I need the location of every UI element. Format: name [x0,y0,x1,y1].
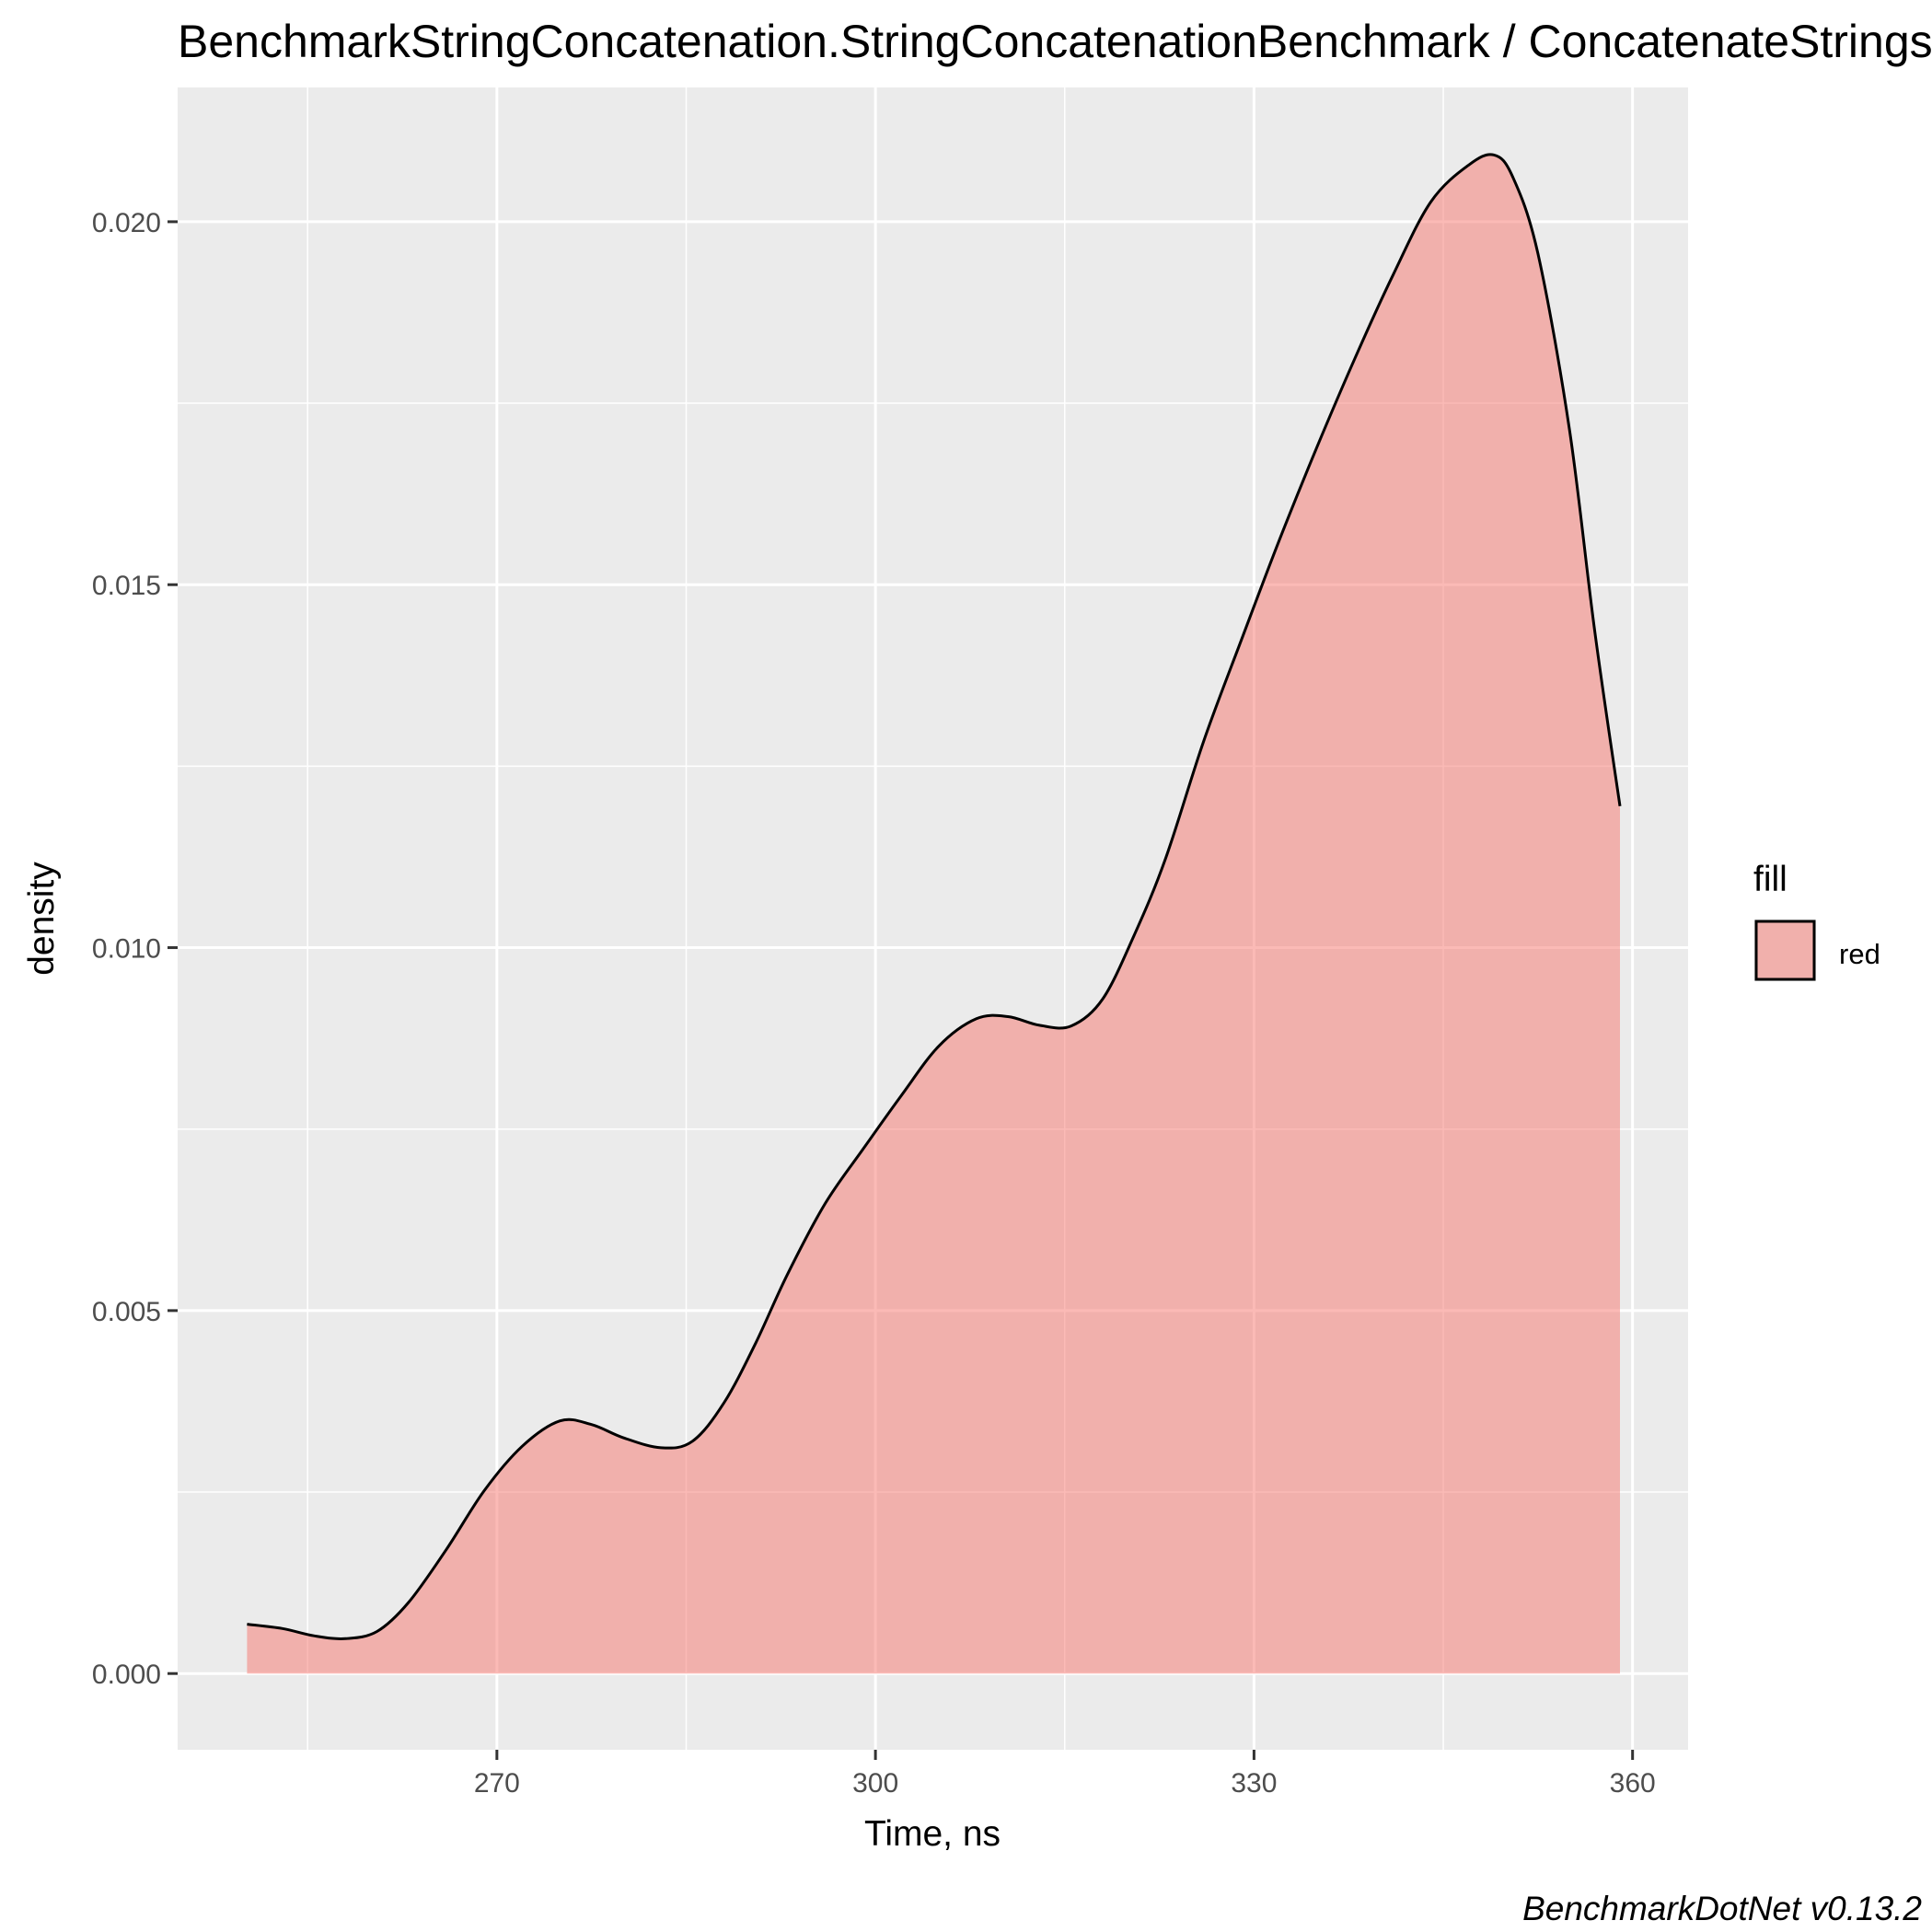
y-tick-label: 0.010 [92,934,161,965]
x-tick-label: 360 [1610,1768,1656,1799]
density-area [247,154,1620,1674]
y-axis-title: density [22,862,62,976]
x-tick-label: 270 [474,1768,520,1799]
legend: fill red [1753,860,1880,981]
legend-title: fill [1753,860,1787,899]
x-axis-title: Time, ns [864,1814,1001,1854]
y-tick-label: 0.020 [92,208,161,238]
density-curve [247,153,1622,1640]
legend-key-swatch [1754,920,1816,981]
x-axis-ticks: 270 300 330 360 [474,1750,1656,1799]
chart-title: BenchmarkStringConcatenation.StringConca… [178,16,1932,67]
x-tick-label: 330 [1231,1768,1277,1799]
x-tick-label: 300 [852,1768,898,1799]
legend-label-red: red [1839,938,1880,970]
caption: BenchmarkDotNet v0.13.2 [1522,1890,1922,1927]
y-tick-label: 0.005 [92,1297,161,1327]
y-tick-label: 0.000 [92,1660,161,1690]
y-axis-ticks: 0.000 0.005 0.010 0.015 0.020 [92,208,178,1690]
y-tick-label: 0.015 [92,571,161,601]
